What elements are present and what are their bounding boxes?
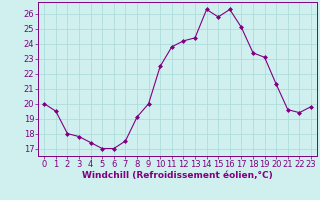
X-axis label: Windchill (Refroidissement éolien,°C): Windchill (Refroidissement éolien,°C) [82, 171, 273, 180]
